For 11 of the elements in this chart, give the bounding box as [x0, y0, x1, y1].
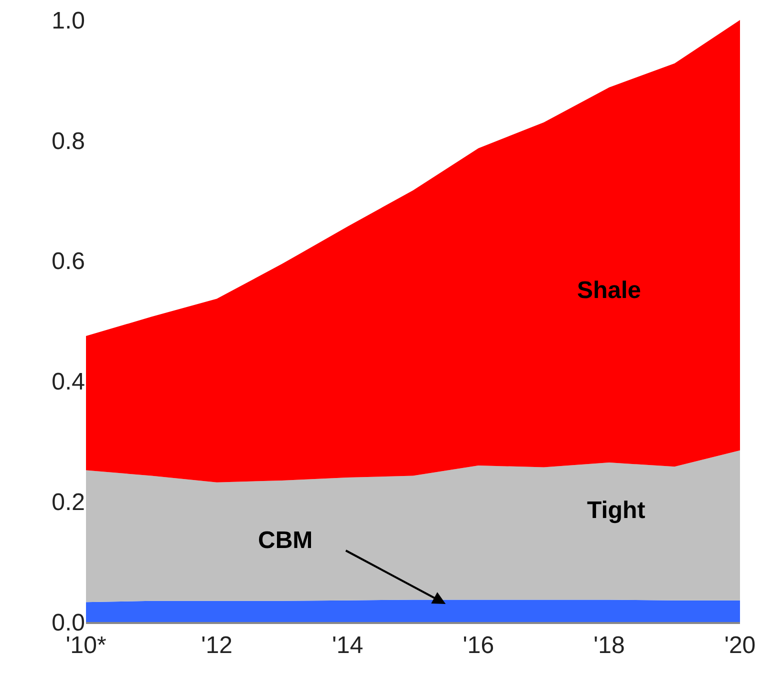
y-tick-label: 0.4	[52, 368, 85, 396]
x-tick-label: '16	[462, 632, 494, 659]
x-tick-label: '12	[201, 632, 232, 659]
y-tick-label: 0.2	[52, 489, 85, 516]
y-tick-label: 0.8	[52, 128, 85, 155]
x-tick-label: '14	[332, 632, 364, 659]
x-tick-label: '20	[724, 632, 756, 659]
series-label: Shale	[577, 277, 642, 304]
y-tick-label: 1.0	[52, 7, 85, 34]
x-tick-label: '18	[594, 632, 625, 659]
y-tick-label: 0.6	[52, 248, 85, 276]
